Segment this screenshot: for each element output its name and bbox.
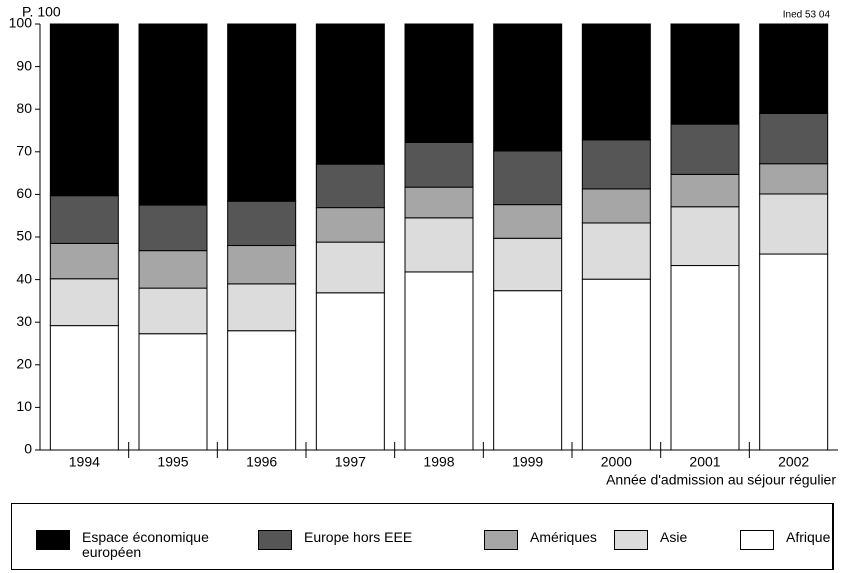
bar-segment xyxy=(49,195,119,244)
y-tick-label: 90 xyxy=(16,57,32,73)
x-tick-label: 2000 xyxy=(601,454,632,470)
bar-segment xyxy=(315,207,385,243)
bar-segment xyxy=(759,253,829,451)
legend: Espace économique européen Europe hors EE… xyxy=(11,503,834,570)
legend-item: Asie xyxy=(614,530,687,550)
chart: P. 100 Ined 53 04 Année d'admission au s… xyxy=(9,4,838,488)
legend-swatch xyxy=(258,530,292,550)
bar-segment xyxy=(227,245,297,285)
bar-segment xyxy=(404,217,474,273)
y-axis-label: P. 100 xyxy=(22,4,61,20)
bar-segment xyxy=(493,23,563,152)
bar-segment xyxy=(49,242,119,280)
bar-segment xyxy=(138,23,208,206)
legend-label: Amériques xyxy=(530,529,597,545)
y-tick-label: 80 xyxy=(16,100,32,116)
bar-segment xyxy=(493,237,563,292)
x-tick-label: 2002 xyxy=(778,454,809,470)
bar-segment xyxy=(670,265,740,451)
bar-segment xyxy=(227,283,297,332)
bar-segment xyxy=(227,23,297,202)
y-tick-label: 10 xyxy=(16,398,32,414)
legend-item: Amériques xyxy=(484,530,597,550)
y-tick-label: 50 xyxy=(16,228,32,244)
bar-segment xyxy=(227,330,297,451)
bar-segment xyxy=(493,150,563,206)
bar-segment xyxy=(759,23,829,114)
bar-segment xyxy=(670,123,740,175)
bar-segment xyxy=(493,204,563,239)
bar-segment xyxy=(581,188,651,224)
y-tick-label: 100 xyxy=(9,15,33,31)
bar-segment xyxy=(759,112,829,165)
y-tick-label: 40 xyxy=(16,270,32,286)
bar-segment xyxy=(138,204,208,252)
bar-segment xyxy=(227,200,297,247)
legend-item: Europe hors EEE xyxy=(258,530,412,550)
bar-segment xyxy=(49,325,119,451)
y-tick-label: 20 xyxy=(16,356,32,372)
bar-segment xyxy=(49,23,119,197)
legend-label: Europe hors EEE xyxy=(304,529,413,545)
legend-label: Asie xyxy=(660,529,688,545)
bar-segment xyxy=(404,186,474,219)
x-tick-label: 1997 xyxy=(335,454,366,470)
bar-segment xyxy=(404,271,474,451)
x-tick-label: 2001 xyxy=(689,454,720,470)
x-tick-label: 1994 xyxy=(69,454,100,470)
x-tick-label: 1996 xyxy=(246,454,277,470)
bar-segment xyxy=(315,163,385,209)
bar-segment xyxy=(315,23,385,165)
y-tick-label: 30 xyxy=(16,313,32,329)
x-tick-label: 1995 xyxy=(157,454,188,470)
bar-segment xyxy=(404,141,474,188)
x-tick-label: 1998 xyxy=(423,454,454,470)
bar-segment xyxy=(404,23,474,143)
legend-swatch xyxy=(36,530,70,550)
bar-segment xyxy=(581,278,651,451)
bar-segment xyxy=(581,23,651,141)
bar-segment xyxy=(138,250,208,289)
bar-segment xyxy=(49,278,119,327)
bar-segment xyxy=(138,333,208,451)
legend-swatch xyxy=(614,530,648,550)
legend-swatch xyxy=(484,530,518,550)
annotation: Ined 53 04 xyxy=(783,10,831,21)
x-axis-label: Année d'admission au séjour régulier xyxy=(606,472,836,488)
legend-label: Afrique xyxy=(786,529,831,545)
bar-segment xyxy=(759,193,829,255)
legend-item: Espace économique européen xyxy=(36,530,232,560)
bar-segment xyxy=(670,173,740,208)
bar-segment xyxy=(670,23,740,125)
bar-segment xyxy=(670,206,740,267)
bar-segment xyxy=(493,290,563,451)
bar-segment xyxy=(581,139,651,190)
bar-segment xyxy=(581,222,651,280)
legend-label: Espace économique européen xyxy=(82,529,209,560)
bar-segment xyxy=(759,163,829,195)
y-tick-label: 60 xyxy=(16,185,32,201)
bar-segment xyxy=(138,287,208,335)
y-tick-label: 0 xyxy=(24,441,32,457)
x-tick-label: 1999 xyxy=(512,454,543,470)
legend-item: Afrique xyxy=(740,530,830,550)
bar-segment xyxy=(315,241,385,294)
bar-segment xyxy=(315,292,385,451)
y-tick-label: 70 xyxy=(16,143,32,159)
legend-swatch xyxy=(740,530,774,550)
